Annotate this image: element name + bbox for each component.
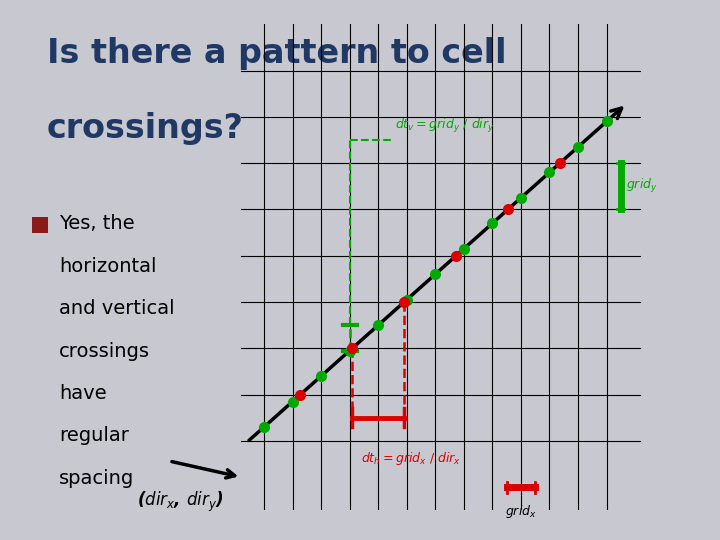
Text: have: have <box>59 384 107 403</box>
Text: Yes, the: Yes, the <box>59 214 135 233</box>
Text: Is there a pattern to cell: Is there a pattern to cell <box>47 37 506 70</box>
Text: $dt_h = grid_x\ /\ dir_x$: $dt_h = grid_x\ /\ dir_x$ <box>361 450 461 467</box>
Text: spacing: spacing <box>59 469 135 488</box>
Text: $grid_x$: $grid_x$ <box>505 503 537 521</box>
Text: ($dir_x$, $dir_y$): ($dir_x$, $dir_y$) <box>137 490 223 515</box>
Text: $grid_y$: $grid_y$ <box>626 177 658 195</box>
Bar <box>32 217 48 233</box>
Text: $dt_v = grid_y\ /\ dir_y$: $dt_v = grid_y\ /\ dir_y$ <box>395 117 495 136</box>
Text: and vertical: and vertical <box>59 299 175 318</box>
Text: crossings: crossings <box>59 342 150 361</box>
Text: crossings?: crossings? <box>47 112 243 145</box>
Text: horizontal: horizontal <box>59 257 156 276</box>
Text: regular: regular <box>59 427 129 446</box>
